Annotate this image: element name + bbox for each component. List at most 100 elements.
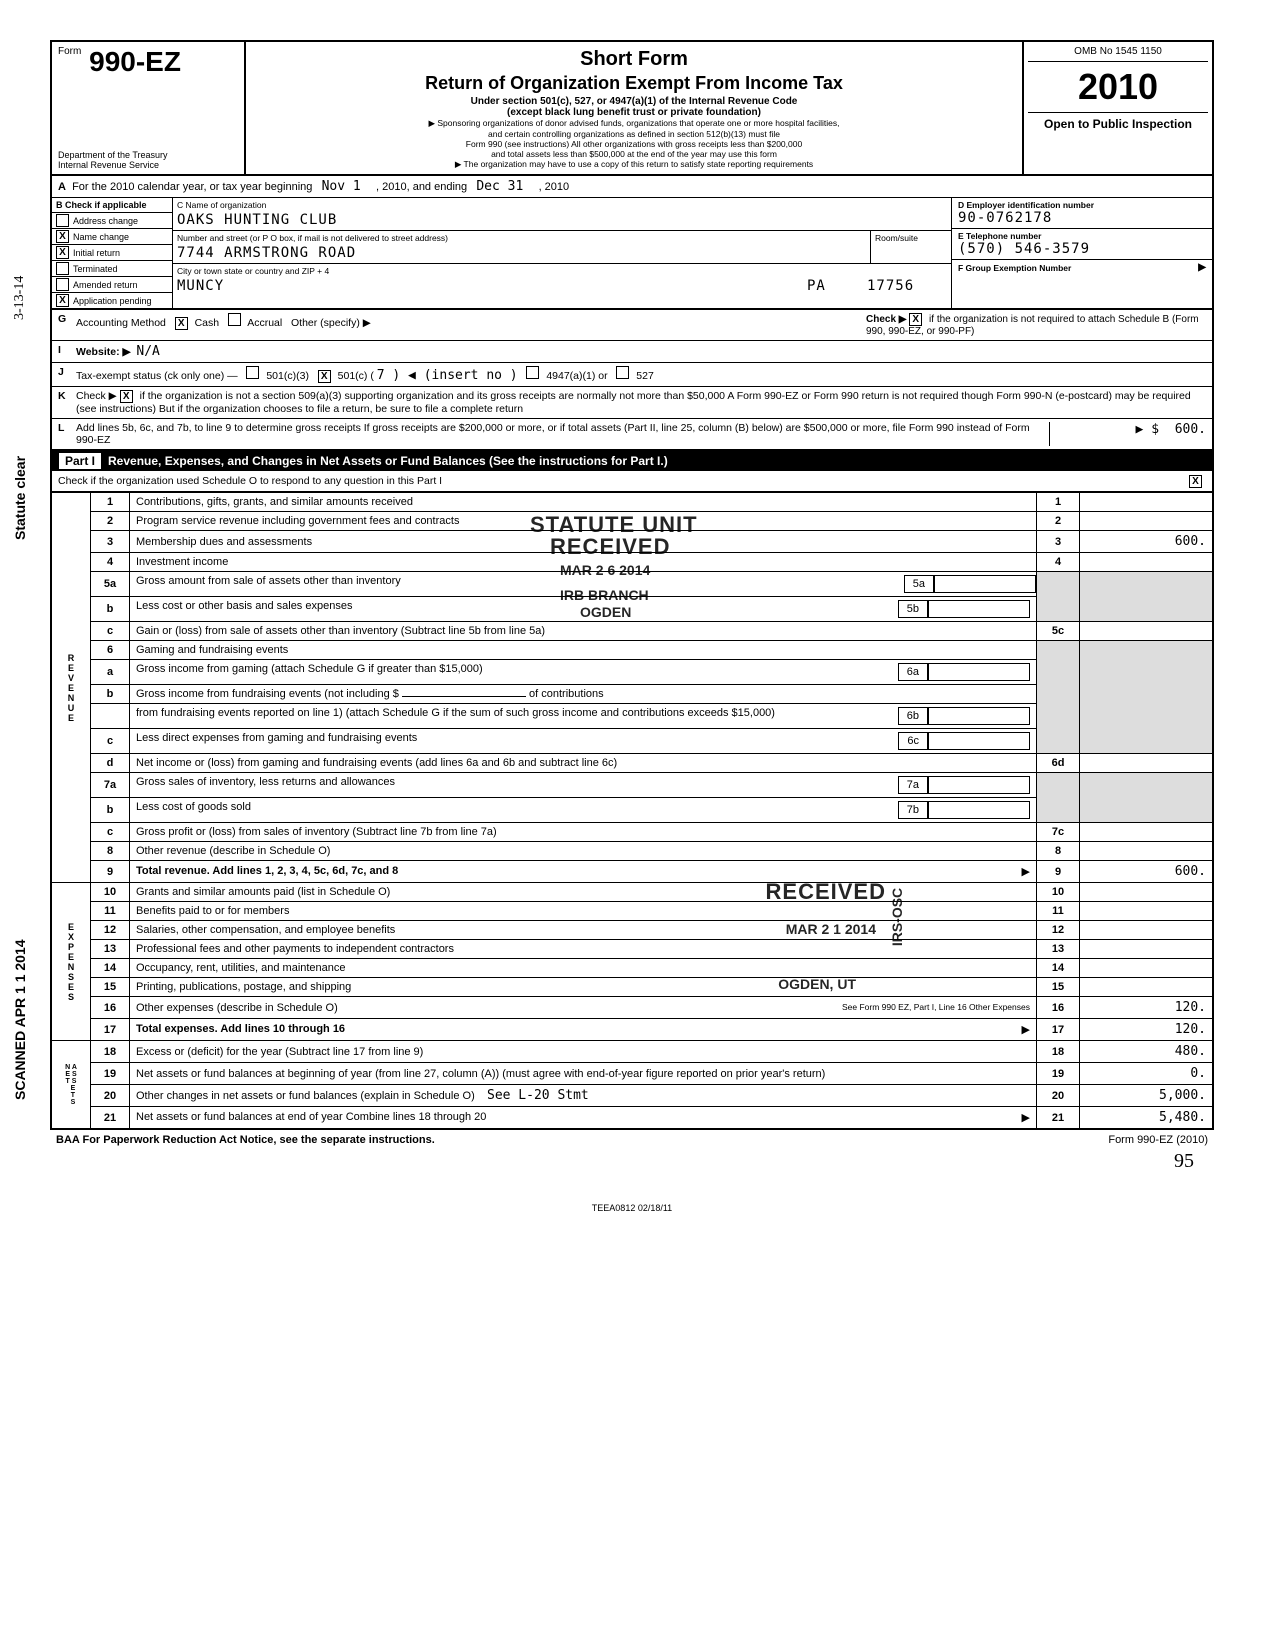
line-3: Membership dues and assessments xyxy=(130,531,1037,553)
website: N/A xyxy=(136,344,159,359)
chk-name[interactable]: X xyxy=(56,230,69,243)
amt-3: 600. xyxy=(1080,531,1214,553)
line-19: Net assets or fund balances at beginning… xyxy=(130,1063,1037,1085)
footer-baa: BAA For Paperwork Reduction Act Notice, … xyxy=(56,1134,435,1146)
org-zip: 17756 xyxy=(867,278,947,294)
stamp-received2: RECEIVED xyxy=(766,879,886,905)
scanned-stamp: SCANNED APR 1 1 2014 xyxy=(12,939,28,1100)
row-k: K Check ▶ X if the organization is not a… xyxy=(50,387,1214,419)
chk-application[interactable]: X xyxy=(56,294,69,307)
line-8: Other revenue (describe in Schedule O) xyxy=(130,842,1037,861)
line-10: Grants and similar amounts paid (list in… xyxy=(136,886,390,898)
chk-k[interactable]: X xyxy=(120,390,133,403)
line-18: Excess or (deficit) for the year (Subtra… xyxy=(130,1041,1037,1063)
amt-16: 120. xyxy=(1080,997,1214,1019)
e-label: E Telephone number xyxy=(958,231,1206,241)
line-5b: Less cost or other basis and sales expen… xyxy=(136,600,352,612)
line-17: Total expenses. Add lines 10 through 16 xyxy=(136,1023,345,1035)
chk-accrual[interactable] xyxy=(228,313,241,326)
open-to-public: Open to Public Inspection xyxy=(1028,112,1208,131)
line-6b: Gross income from fundraising events (no… xyxy=(136,688,399,700)
tax-year: 2010 xyxy=(1028,66,1208,108)
line-5a: Gross amount from sale of assets other t… xyxy=(136,575,401,587)
chk-initial[interactable]: X xyxy=(56,246,69,259)
room-label: Room/suite xyxy=(871,231,951,245)
row-j: J Tax-exempt status (ck only one) — 501(… xyxy=(50,363,1214,387)
chk-4947[interactable] xyxy=(526,366,539,379)
chk-501c[interactable]: X xyxy=(318,370,331,383)
line-4: Investment income xyxy=(130,553,1037,572)
tiny2: and certain controlling organizations as… xyxy=(256,129,1012,139)
line-21: Net assets or fund balances at end of ye… xyxy=(136,1111,486,1123)
part-i-header: Part IRevenue, Expenses, and Changes in … xyxy=(50,451,1214,471)
line-14: Occupancy, rent, utilities, and maintena… xyxy=(130,959,1037,978)
line-12: Salaries, other compensation, and employ… xyxy=(136,924,395,936)
chk-address[interactable] xyxy=(56,214,69,227)
form-prefix: Form xyxy=(58,46,81,57)
row-g-h: G Accounting Method X Cash Accrual Other… xyxy=(50,310,1214,341)
chk-amended[interactable] xyxy=(56,278,69,291)
tiny4: and total assets less than $500,000 at t… xyxy=(256,149,1012,159)
row-a-tax-year: A For the 2010 calendar year, or tax yea… xyxy=(50,176,1214,198)
ein: 90-0762178 xyxy=(958,210,1206,226)
hand-date: 3-13-14 xyxy=(12,276,28,320)
city-label: City or town state or country and ZIP + … xyxy=(173,264,951,278)
statute-clear-label: Statute clear xyxy=(12,456,28,540)
amt-19: 0. xyxy=(1080,1063,1214,1085)
line-13: Professional fees and other payments to … xyxy=(130,940,1037,959)
chk-527[interactable] xyxy=(616,366,629,379)
title-return: Return of Organization Exempt From Incom… xyxy=(256,73,1012,94)
row-l: L Add lines 5b, 6c, and 7b, to line 9 to… xyxy=(50,419,1214,451)
footer: BAA For Paperwork Reduction Act Notice, … xyxy=(50,1130,1214,1150)
row-i: I Website: ▶ N/A xyxy=(50,341,1214,363)
line-7c: Gross profit or (loss) from sales of inv… xyxy=(130,823,1037,842)
line-20: Other changes in net assets or fund bala… xyxy=(136,1090,475,1102)
form-number: 990-EZ xyxy=(89,46,181,77)
line-7a: Gross sales of inventory, less returns a… xyxy=(136,776,395,788)
chk-501c3[interactable] xyxy=(246,366,259,379)
line-16: Other expenses (describe in Schedule O) xyxy=(136,1002,338,1014)
side-revenue: REVENUE xyxy=(51,493,91,883)
amt-20: 5,000. xyxy=(1080,1085,1214,1107)
subtitle2: (except black lung benefit trust or priv… xyxy=(256,107,1012,118)
line-2: Program service revenue including govern… xyxy=(130,512,1037,531)
org-city: MUNCY xyxy=(177,278,807,294)
subtitle1: Under section 501(c), 527, or 4947(a)(1)… xyxy=(256,96,1012,107)
tiny5: ▶ The organization may have to use a cop… xyxy=(256,159,1012,170)
line-5c: Gain or (loss) from sale of assets other… xyxy=(130,622,1037,641)
part-i-check-row: Check if the organization used Schedule … xyxy=(50,471,1214,492)
d-label: D Employer identification number xyxy=(958,200,1206,210)
line-7b: Less cost of goods sold xyxy=(136,801,251,813)
org-name: OAKS HUNTING CLUB xyxy=(173,212,951,230)
line-6d: Net income or (loss) from gaming and fun… xyxy=(130,754,1037,773)
amt-17: 120. xyxy=(1080,1019,1214,1041)
amt-21: 5,480. xyxy=(1080,1107,1214,1130)
line-1: Contributions, gifts, grants, and simila… xyxy=(130,493,1037,512)
check-if-applicable: Check if applicable xyxy=(65,200,147,210)
line-6c: Less direct expenses from gaming and fun… xyxy=(136,732,417,744)
addr-label: Number and street (or P O box, if mail i… xyxy=(173,231,870,245)
title-short-form: Short Form xyxy=(256,48,1012,71)
stamp-date2: MAR 2 1 2014 xyxy=(786,921,876,937)
line-16-note: See Form 990 EZ, Part I, Line 16 Other E… xyxy=(842,1002,1030,1012)
c-label: C Name of organization xyxy=(173,198,951,212)
l-amount: 600. xyxy=(1175,422,1206,437)
line-11: Benefits paid to or for members xyxy=(130,902,1037,921)
line-15: Printing, publications, postage, and shi… xyxy=(136,981,351,993)
chk-part-i-schedule-o[interactable]: X xyxy=(1189,475,1202,488)
footer-teea: TEEA0812 02/18/11 xyxy=(50,1203,1214,1213)
phone: (570) 546-3579 xyxy=(958,241,1206,257)
part-i-table: REVENUE 1Contributions, gifts, grants, a… xyxy=(50,492,1214,1130)
hand-95: 95 xyxy=(50,1150,1214,1173)
side-expenses: EXPENSES xyxy=(51,883,91,1041)
tiny1: ▶ Sponsoring organizations of donor advi… xyxy=(256,118,1012,129)
chk-terminated[interactable] xyxy=(56,262,69,275)
line-6a: Gross income from gaming (attach Schedul… xyxy=(136,663,483,675)
chk-cash[interactable]: X xyxy=(175,317,188,330)
tiny3: Form 990 (see instructions) All other or… xyxy=(256,139,1012,149)
footer-form: Form 990-EZ (2010) xyxy=(1108,1134,1208,1146)
form-header: Form 990-EZ Department of the Treasury I… xyxy=(50,40,1214,176)
f-label: F Group Exemption Number xyxy=(958,263,1198,273)
chk-h[interactable]: X xyxy=(909,313,922,326)
amt-18: 480. xyxy=(1080,1041,1214,1063)
